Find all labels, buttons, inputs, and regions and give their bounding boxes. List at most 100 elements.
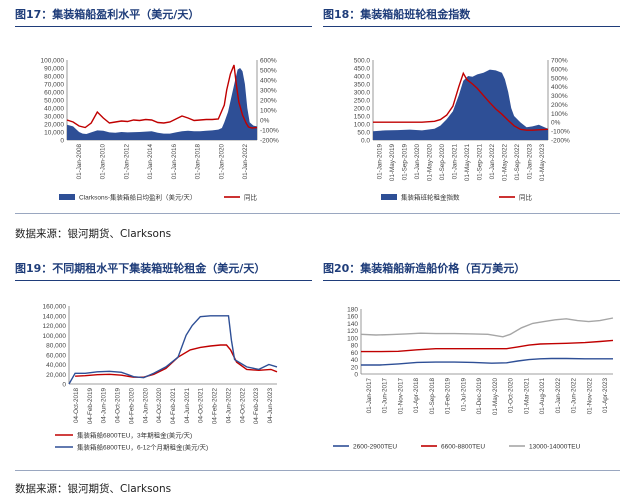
fig20-legend-label: 13000-14000TEU <box>529 444 581 451</box>
fig18-x-tick-label: 01-Sep-2021 <box>476 144 483 181</box>
fig20-legend-label: 6600-8800TEU <box>441 444 485 451</box>
fig18-x-tick-label: 01-May-2020 <box>426 144 433 182</box>
fig20-line-series-3 <box>360 317 614 338</box>
fig17-line-series-2 <box>66 64 258 129</box>
fig20-legend-label: 2600-2900TEU <box>353 444 397 451</box>
fig20-title-rule <box>323 280 620 281</box>
fig20-x-tick-label: 01-Jun-2017 <box>382 378 389 414</box>
fig18-y-tick-label: 350.0 <box>354 82 371 89</box>
fig19-x-tick-label: 04-Feb-2022 <box>212 388 219 425</box>
fig18-x-tick-label: 01-May-2022 <box>501 144 508 182</box>
fig19-x-tick-label: 04-Feb-2023 <box>253 388 260 425</box>
fig18-x-tick-label: 01-Jan-2020 <box>414 144 421 180</box>
bottom-source-note: 数据来源：银河期货、Clarksons <box>15 483 172 495</box>
fig17-y-tick-label: 70,000 <box>44 82 64 89</box>
fig18-y2-tick-label: -100% <box>551 129 570 136</box>
fig18-x-tick-label: 01-Sep-2020 <box>439 144 446 181</box>
fig19-x-tick-label: 04-Jun-2022 <box>225 388 232 424</box>
fig18-y-tick-label: 300.0 <box>354 90 371 97</box>
fig20-x-tick-label: 01-Jan-2017 <box>366 378 373 414</box>
fig18-title-rule <box>323 26 620 27</box>
fig19-title: 图19：不同期租水平下集装箱班轮租金（美元/天） <box>15 262 266 275</box>
fig20-y-tick-label: 100 <box>347 335 358 342</box>
fig18-line-series-2 <box>373 71 549 131</box>
fig17-y-tick-label: 100,000 <box>41 58 65 65</box>
fig18-y2-tick-label: 400% <box>551 84 568 91</box>
fig18-legend-swatch <box>381 194 397 200</box>
fig17-x-tick-label: 01-Jan-2008 <box>76 144 83 180</box>
fig17-legend-swatch <box>59 194 75 200</box>
fig20-x-tick-label: 01-Apr-2023 <box>602 378 609 414</box>
fig20-x-tick-label: 01-May-2020 <box>492 378 499 416</box>
fig19-x-tick-label: 04-Feb-2019 <box>87 388 94 425</box>
fig17-y-tick-label: 90,000 <box>44 66 64 73</box>
fig17-y2-tick-label: -100% <box>260 128 279 135</box>
fig20-y-tick-label: 40 <box>351 357 359 364</box>
fig19-y-tick-label: 40,000 <box>46 362 66 369</box>
fig18-y2-tick-label: 300% <box>551 93 568 100</box>
fig18-x-tick-label: 01-Jan-2022 <box>489 144 496 180</box>
fig20-y-tick-label: 20 <box>351 364 359 371</box>
fig17-x-tick-label: 01-Jan-2014 <box>147 144 154 180</box>
fig20-y-tick-label: 80 <box>351 343 359 350</box>
fig17-y-tick-label: 0 <box>60 138 64 145</box>
bottom-bottom-rule <box>15 470 620 471</box>
fig18-y-tick-label: 150.0 <box>354 114 371 121</box>
fig18-y2-tick-label: 700% <box>551 58 568 65</box>
fig18-y-tick-label: 200.0 <box>354 106 371 113</box>
fig19-y-tick-label: 60,000 <box>46 352 66 359</box>
fig17-area-series <box>67 68 257 140</box>
fig19-chart: 0 20,000 40,000 60,000 80,000 100,000 120,000 1… <box>43 304 278 452</box>
fig20-line-series-1 <box>361 357 613 366</box>
fig18-y2-tick-label: 200% <box>551 102 568 109</box>
fig17-y2-tick-label: 300% <box>260 88 277 95</box>
fig19-y-tick-label: 0 <box>62 382 66 389</box>
fig19-x-tick-label: 04-Oct-2020 <box>156 388 163 423</box>
fig18-y-tick-label: 100.0 <box>354 122 371 129</box>
fig17-y2-tick-label: 400% <box>260 78 277 85</box>
fig18-area-series <box>373 69 548 140</box>
fig20-x-tick-label: 01-Nov-2022 <box>586 378 593 415</box>
fig17-y2-tick-label: -200% <box>260 138 279 145</box>
fig18-y-tick-label: 0.0 <box>361 138 370 145</box>
fig20-y-tick-label: 60 <box>351 350 359 357</box>
fig17-y-tick-label: 40,000 <box>44 106 64 113</box>
fig17-x-tick-label: 01-Jan-2012 <box>123 144 130 180</box>
fig18-title: 图18：集装箱船班轮租金指数 <box>323 8 471 21</box>
fig17-title-rule <box>15 26 312 27</box>
fig18-x-tick-label: 01-May-2023 <box>539 144 546 182</box>
fig19-y-tick-label: 80,000 <box>46 343 66 350</box>
fig19-y-tick-label: 100,000 <box>43 333 67 340</box>
fig17-chart: 010,00020,00030,00040,00050,00060,00070,… <box>41 58 280 202</box>
fig18-y2-tick-label: 0% <box>551 120 561 127</box>
fig19-line-series-2 <box>68 315 278 385</box>
fig20-line-series-2 <box>361 339 614 353</box>
fig19-x-tick-label: 04-Jun-2023 <box>267 388 274 424</box>
fig20-x-tick-label: 01-Feb-2019 <box>445 378 452 415</box>
top-source-note: 数据来源：银河期货、Clarksons <box>15 228 172 240</box>
fig18-y-tick-label: 50.0 <box>357 130 370 137</box>
fig19-y-tick-label: 20,000 <box>46 372 66 379</box>
fig20-y-tick-label: 120 <box>347 328 358 335</box>
fig17-legend-label: Clarksons-集装箱船日均盈利（美元/天） <box>79 193 196 202</box>
fig17-y2-tick-label: 200% <box>260 98 277 105</box>
fig18-legend-label: 集装箱班轮租金指数 <box>401 193 460 202</box>
fig20-x-tick-label: 01-Apr-2018 <box>413 378 420 414</box>
fig20-x-tick-label: 01-Dec-2019 <box>476 378 483 415</box>
fig19-x-tick-label: 04-Jun-2019 <box>101 388 108 424</box>
fig17-x-tick-label: 01-Jan-2020 <box>218 144 225 180</box>
fig17-y-tick-label: 80,000 <box>44 74 64 81</box>
fig18-y-tick-label: 400.0 <box>354 74 371 81</box>
fig19-x-tick-label: 04-Jun-2020 <box>142 388 149 424</box>
fig19-x-tick-label: 04-Feb-2020 <box>128 388 135 425</box>
fig20-y-tick-label: 160 <box>347 314 358 321</box>
fig18-y2-tick-label: 500% <box>551 75 568 82</box>
fig17-x-tick-label: 01-Jan-2010 <box>100 144 107 180</box>
fig19-x-tick-label: 04-Oct-2019 <box>115 388 122 423</box>
fig20-x-tick-label: 01-Nov-2017 <box>397 378 404 415</box>
fig20-y-tick-label: 140 <box>347 321 358 328</box>
fig17-y2-tick-label: 0% <box>260 118 270 125</box>
fig18-x-tick-label: 01-Jan-2019 <box>376 144 383 180</box>
fig19-x-tick-label: 04-Feb-2021 <box>170 388 177 425</box>
